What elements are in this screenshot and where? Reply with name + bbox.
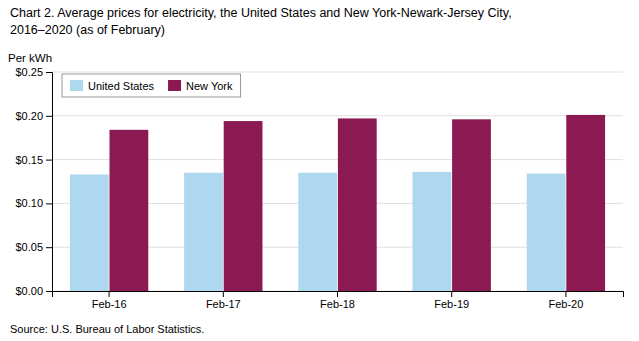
bar (413, 172, 452, 291)
x-tick-mark (451, 291, 452, 297)
y-axis-line (46, 73, 53, 292)
y-tick: $0.25 (15, 66, 52, 78)
chart: Chart 2. Average prices for electricity,… (0, 0, 639, 341)
plot: $0.00$0.05$0.10$0.15$0.20$0.25Feb-16Feb-… (15, 66, 623, 310)
y-axis-title: Per kWh (8, 52, 52, 64)
grid (52, 72, 623, 291)
grid-line (52, 115, 623, 116)
x-tick: Feb-16 (92, 291, 127, 310)
bar (566, 115, 605, 291)
y-tick-mark (46, 291, 52, 292)
y-tick-label: $0.15 (15, 154, 43, 166)
legend-items: United States New York (70, 80, 233, 92)
legend-swatch (168, 80, 181, 91)
bar (338, 118, 377, 291)
bar (70, 174, 109, 291)
x-tick-mark (223, 291, 224, 297)
legend-swatch (70, 80, 83, 91)
x-tick-label: Feb-16 (92, 298, 127, 310)
y-tick-mark (46, 160, 52, 161)
y-tick-mark (46, 247, 52, 248)
x-tick-label: Feb-18 (320, 298, 355, 310)
x-tick: Feb-20 (548, 291, 583, 310)
y-tick-label: $0.20 (15, 110, 43, 122)
x-tick-mark (109, 291, 110, 297)
legend-label: New York (186, 80, 233, 92)
x-tick-label: Feb-20 (548, 298, 583, 310)
y-axis: $0.00 $0.05 $0.10 $0.15 $0.20 $0.25 (15, 66, 52, 297)
legend-label: United States (88, 80, 155, 92)
x-tick-label: Feb-19 (434, 298, 469, 310)
y-tick-label: $0.00 (15, 285, 43, 297)
title: Chart 2. Average prices for electricity,… (10, 6, 512, 20)
y-tick-mark (46, 116, 52, 117)
y-tick: $0.20 (15, 110, 52, 122)
y-tick: $0.05 (15, 241, 52, 253)
x-axis: Feb-16 Feb-17 Feb-18 Feb-19 Feb-20 (53, 291, 624, 310)
bar (452, 119, 491, 291)
y-tick-label: $0.05 (15, 241, 43, 253)
bar (109, 130, 148, 291)
grid-line (52, 72, 623, 73)
source: Source: U.S. Bureau of Labor Statistics. (10, 323, 204, 335)
y-tick: $0.10 (15, 197, 52, 209)
y-tick-mark (46, 72, 52, 73)
x-tick-mark (337, 291, 338, 297)
y-tick: $0.15 (15, 154, 52, 166)
y-tick: $0.00 (15, 285, 52, 297)
bar (224, 121, 263, 291)
bar (298, 173, 337, 291)
y-tick-label: $0.10 (15, 197, 43, 209)
x-tick: Feb-19 (434, 291, 469, 310)
y-tick-mark (46, 203, 52, 204)
x-tick-label: Feb-17 (206, 298, 241, 310)
x-axis-line (53, 292, 624, 298)
legend-frame (62, 74, 241, 97)
x-tick-mark (565, 291, 566, 297)
bar (184, 173, 223, 291)
legend: United States New York (62, 74, 241, 97)
bar-series (109, 115, 605, 291)
subtitle: 2016–2020 (as of February) (10, 23, 165, 37)
x-tick: Feb-17 (206, 291, 241, 310)
bars (70, 115, 605, 291)
y-tick-label: $0.25 (15, 66, 43, 78)
bar (527, 174, 566, 291)
x-tick: Feb-18 (320, 291, 355, 310)
